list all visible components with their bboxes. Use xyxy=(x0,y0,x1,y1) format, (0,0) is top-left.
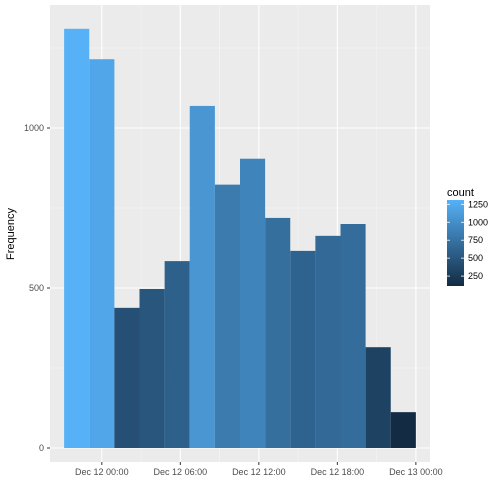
legend-break-label: 750 xyxy=(468,235,483,245)
histogram-bar xyxy=(214,184,240,448)
histogram-bar xyxy=(390,412,416,448)
x-tick-label: Dec 12 18:00 xyxy=(311,467,365,477)
x-axis-ticks: Dec 12 00:00 Dec 12 06:00 Dec 12 12:00 Dec … xyxy=(75,462,443,477)
legend-break-label: 1000 xyxy=(468,217,488,227)
legend-break-label: 500 xyxy=(468,253,483,263)
histogram-bar xyxy=(189,105,215,449)
histogram-bar xyxy=(365,347,391,448)
y-axis-ticks: 0 500 1000 xyxy=(24,123,50,453)
legend-break-label: 250 xyxy=(468,271,483,281)
legend-breaks: 250 500 750 1000 1250 xyxy=(447,199,488,281)
legend: count 250 500 750 1000 1250 xyxy=(447,187,488,286)
y-axis-title: Frequency xyxy=(5,208,17,260)
histogram-bar xyxy=(290,250,316,448)
legend-colorbar xyxy=(447,200,464,286)
histogram-bar xyxy=(164,261,190,448)
x-tick-label: Dec 13 00:00 xyxy=(389,467,443,477)
x-tick-label: Dec 12 12:00 xyxy=(232,467,286,477)
legend-break-label: 1250 xyxy=(468,199,488,209)
legend-title: count xyxy=(447,187,474,199)
histogram-bar xyxy=(315,235,341,448)
y-tick-label: 1000 xyxy=(24,123,44,133)
histogram-bar xyxy=(89,59,115,448)
histogram-bar xyxy=(64,28,90,449)
histogram-bars xyxy=(64,28,416,449)
histogram-bar xyxy=(265,217,291,448)
y-tick-label: 0 xyxy=(39,443,44,453)
histogram-bar xyxy=(139,288,165,448)
y-tick-label: 500 xyxy=(29,283,44,293)
x-tick-label: Dec 12 00:00 xyxy=(75,467,129,477)
x-tick-label: Dec 12 06:00 xyxy=(154,467,208,477)
histogram-bar xyxy=(114,307,140,448)
histogram-bar xyxy=(340,224,366,448)
histogram-bar xyxy=(240,158,266,448)
